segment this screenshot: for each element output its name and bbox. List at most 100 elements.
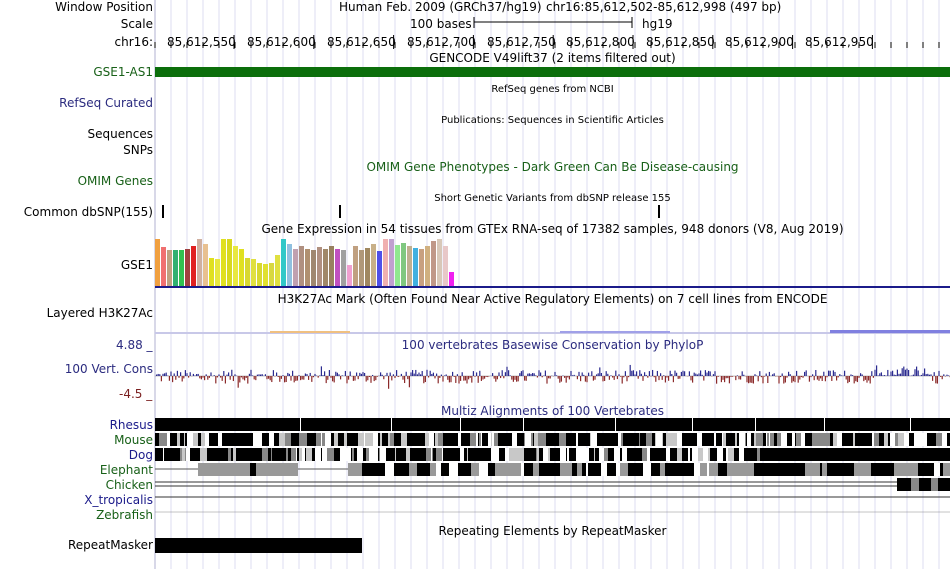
gtex-tissue-bar[interactable] bbox=[233, 246, 238, 286]
gtex-tissue-bar[interactable] bbox=[443, 246, 448, 286]
gtex-tissue-bar[interactable] bbox=[341, 250, 346, 286]
dbsnp-variants[interactable] bbox=[162, 205, 660, 218]
gtex-tissue-bar[interactable] bbox=[311, 250, 316, 286]
repeat-element[interactable] bbox=[155, 538, 362, 553]
gtex-tissue-bar[interactable] bbox=[413, 248, 418, 286]
gtex-tissue-bar[interactable] bbox=[161, 247, 166, 286]
gtex-tissue-bar[interactable] bbox=[305, 249, 310, 286]
gtex-tissue-bar[interactable] bbox=[371, 244, 376, 286]
gencode-gene-label[interactable]: GSE1-AS1 bbox=[93, 65, 153, 79]
h3k27ac-peak[interactable] bbox=[560, 331, 670, 333]
gtex-tissue-bar[interactable] bbox=[383, 239, 388, 286]
gtex-tissue-bar[interactable] bbox=[377, 251, 382, 286]
gtex-tissue-bar[interactable] bbox=[179, 250, 184, 286]
gtex-tissue-bar[interactable] bbox=[269, 263, 274, 286]
conservation-score-bar bbox=[383, 376, 385, 380]
gtex-tissue-bar[interactable] bbox=[215, 259, 220, 286]
gtex-tissue-bar[interactable] bbox=[323, 249, 328, 286]
species-label-zebrafish[interactable]: Zebrafish bbox=[96, 508, 153, 522]
gtex-tissue-bar[interactable] bbox=[221, 239, 226, 286]
gtex-tissue-bar[interactable] bbox=[389, 239, 394, 286]
alignment-block bbox=[415, 433, 420, 446]
gtex-tissue-bar[interactable] bbox=[359, 250, 364, 286]
alignment-block bbox=[620, 448, 621, 461]
snp-mark[interactable] bbox=[339, 205, 341, 218]
multiz-alignment-rows[interactable] bbox=[155, 418, 950, 513]
conservation-score-bar bbox=[333, 376, 335, 383]
snp-mark[interactable] bbox=[658, 205, 660, 218]
gtex-tissue-bar[interactable] bbox=[197, 239, 202, 286]
conservation-score-bar bbox=[927, 373, 929, 376]
conservation-score-bar bbox=[938, 370, 940, 376]
gtex-tissue-bar[interactable] bbox=[347, 265, 352, 286]
gtex-tissue-bar[interactable] bbox=[239, 249, 244, 286]
gtex-gene-label[interactable]: GSE1 bbox=[120, 258, 153, 272]
gtex-tissue-bar[interactable] bbox=[437, 239, 442, 286]
gtex-tissue-bar[interactable] bbox=[353, 246, 358, 286]
alignment-block bbox=[272, 448, 275, 461]
gtex-tissue-bar[interactable] bbox=[401, 243, 406, 286]
conservation-score-bar bbox=[797, 376, 799, 383]
h3k27ac-peak[interactable] bbox=[270, 331, 350, 333]
species-label-elephant[interactable]: Elephant bbox=[99, 463, 153, 477]
alignment-block bbox=[453, 448, 459, 461]
gtex-tissue-bar[interactable] bbox=[365, 248, 370, 286]
alignment-block bbox=[869, 433, 872, 446]
repeatmasker-track-label[interactable]: RepeatMasker bbox=[67, 538, 153, 552]
gtex-tissue-bar[interactable] bbox=[173, 250, 178, 286]
conservation-score-bar bbox=[535, 375, 537, 376]
publications-snps-label[interactable]: SNPs bbox=[123, 143, 153, 157]
gtex-expression-bars[interactable] bbox=[155, 239, 454, 286]
alignment-block bbox=[380, 433, 382, 446]
alignment-block bbox=[484, 448, 488, 461]
gtex-tissue-bar[interactable] bbox=[329, 246, 334, 286]
gtex-tissue-bar[interactable] bbox=[263, 264, 268, 286]
gtex-tissue-bar[interactable] bbox=[287, 244, 292, 286]
conservation-track-label[interactable]: 100 Vert. Cons bbox=[64, 362, 153, 376]
gtex-tissue-bar[interactable] bbox=[227, 239, 232, 286]
gtex-tissue-bar[interactable] bbox=[257, 263, 262, 286]
conservation-score-bar bbox=[660, 373, 662, 376]
gtex-tissue-bar[interactable] bbox=[155, 239, 160, 286]
omim-track-label[interactable]: OMIM Genes bbox=[77, 174, 153, 188]
gtex-tissue-bar[interactable] bbox=[185, 249, 190, 286]
conservation-score-bar bbox=[514, 376, 516, 380]
gtex-tissue-bar[interactable] bbox=[167, 250, 172, 286]
alignment-block bbox=[260, 433, 262, 446]
h3k27ac-signal[interactable] bbox=[155, 330, 950, 334]
gtex-tissue-bar[interactable] bbox=[209, 258, 214, 286]
alignment-block bbox=[590, 433, 591, 446]
species-label-mouse[interactable]: Mouse bbox=[114, 433, 153, 447]
gtex-tissue-bar[interactable] bbox=[203, 244, 208, 286]
gtex-tissue-bar[interactable] bbox=[425, 246, 430, 286]
conservation-score-bar bbox=[176, 370, 178, 376]
publications-sequences-label[interactable]: Sequences bbox=[87, 127, 153, 141]
species-label-dog[interactable]: Dog bbox=[128, 448, 153, 462]
refseq-track-label[interactable]: RefSeq Curated bbox=[59, 96, 153, 110]
species-label-x-tropicalis[interactable]: X_tropicalis bbox=[84, 493, 153, 507]
snp-mark[interactable] bbox=[162, 205, 164, 218]
gtex-tissue-bar[interactable] bbox=[431, 241, 436, 286]
h3k27ac-peak[interactable] bbox=[830, 330, 950, 333]
alignment-block bbox=[672, 433, 677, 446]
gtex-tissue-bar[interactable] bbox=[407, 246, 412, 286]
gtex-tissue-bar[interactable] bbox=[299, 246, 304, 286]
gtex-tissue-bar[interactable] bbox=[395, 245, 400, 286]
dbsnp-track-label[interactable]: Common dbSNP(155) bbox=[23, 205, 153, 219]
gtex-tissue-bar[interactable] bbox=[449, 272, 454, 286]
gtex-tissue-bar[interactable] bbox=[281, 239, 286, 286]
gtex-tissue-bar[interactable] bbox=[335, 249, 340, 286]
conservation-wiggle[interactable] bbox=[155, 364, 950, 389]
gtex-tissue-bar[interactable] bbox=[251, 259, 256, 286]
gtex-tissue-bar[interactable] bbox=[245, 258, 250, 286]
gtex-tissue-bar[interactable] bbox=[275, 255, 280, 286]
gtex-tissue-bar[interactable] bbox=[293, 249, 298, 286]
species-label-chicken[interactable]: Chicken bbox=[105, 478, 153, 492]
species-label-rhesus[interactable]: Rhesus bbox=[109, 418, 153, 432]
gtex-tissue-bar[interactable] bbox=[191, 246, 196, 286]
gencode-gene-feature[interactable] bbox=[155, 67, 950, 77]
gtex-tissue-bar[interactable] bbox=[419, 249, 424, 286]
h3k27ac-track-label[interactable]: Layered H3K27Ac bbox=[46, 306, 153, 320]
gtex-tissue-bar[interactable] bbox=[317, 247, 322, 286]
